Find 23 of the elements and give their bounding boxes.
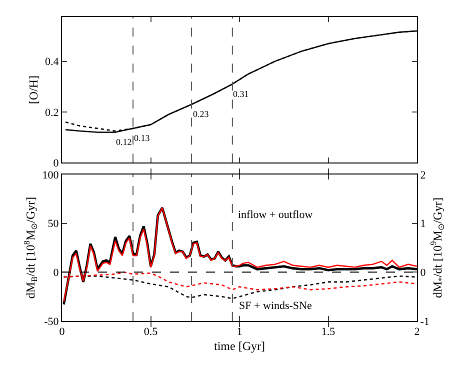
y-tick-label: 0.4 bbox=[45, 56, 60, 68]
y-tick-label: 50 bbox=[48, 218, 60, 230]
y-axis-title: [O/H] bbox=[26, 75, 40, 104]
x-tick-label: 0.5 bbox=[144, 326, 158, 338]
y2-tick-label: -1 bbox=[420, 316, 430, 328]
y-tick-label: -50 bbox=[44, 316, 60, 328]
y-tick-label: 0.2 bbox=[45, 106, 59, 119]
annotation: SF + winds-SNe bbox=[239, 300, 312, 312]
annotation: 0.13 bbox=[134, 133, 150, 143]
y2-tick-label: 2 bbox=[420, 169, 426, 182]
y2-tick-label: 0 bbox=[420, 267, 426, 280]
annotation: inflow + outflow bbox=[238, 209, 313, 221]
annotation: 0.23 bbox=[193, 109, 210, 119]
annotation: 0.12 bbox=[116, 137, 132, 147]
y2-tick-label: 1 bbox=[420, 218, 426, 230]
annotation: 0.31 bbox=[233, 89, 249, 99]
x-tick-label: 1.5 bbox=[321, 326, 336, 338]
y-tick-label: 0 bbox=[53, 267, 60, 280]
x-tick-label: 1 bbox=[236, 326, 242, 338]
x-tick-label: 2 bbox=[414, 326, 420, 338]
x-axis-title: time [Gyr] bbox=[214, 339, 265, 354]
y-tick-label: 0 bbox=[53, 157, 60, 170]
y-tick-label: 100 bbox=[42, 169, 60, 182]
